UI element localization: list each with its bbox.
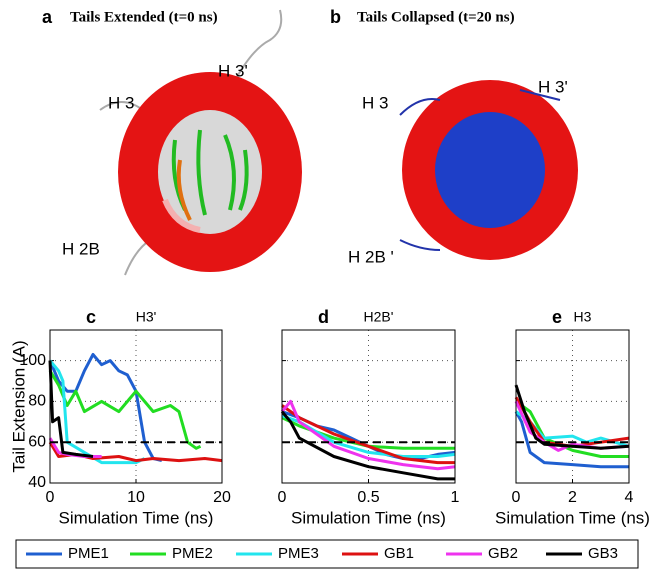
- y-tick-label: 80: [28, 393, 46, 410]
- tail-label: H 3': [218, 61, 248, 80]
- legend-box: [15, 539, 639, 569]
- legend-label: PME3: [278, 545, 319, 562]
- helices: [162, 198, 201, 233]
- tail-label: H 2B ': [348, 247, 394, 266]
- panel-b: b Tails Collapsed (t=20 ns) H 3 H 3' H 2…: [330, 7, 578, 266]
- line: [281, 404, 455, 465]
- line: [48, 359, 146, 465]
- helices: [176, 159, 192, 221]
- chart-title: H3: [574, 309, 592, 325]
- panel-title: Tails Extended (t=0 ns): [70, 9, 218, 25]
- panel-letter: b: [330, 7, 341, 27]
- x-tick-label: 1: [451, 489, 460, 506]
- panel-letter: a: [42, 7, 53, 27]
- x-tick-label: 10: [127, 489, 145, 506]
- line: [48, 370, 202, 450]
- line: [280, 399, 456, 471]
- legend-label: GB3: [588, 545, 618, 562]
- x-axis-label: Simulation Time (ns): [495, 508, 650, 527]
- line: [514, 384, 630, 450]
- plot-frame: [49, 329, 223, 484]
- panel-letter: e: [552, 307, 562, 327]
- tail-label: H 3': [538, 77, 568, 96]
- x-tick-label: 4: [625, 489, 634, 506]
- x-tick-label: 0: [278, 489, 287, 506]
- x-tick-label: 0: [512, 489, 521, 506]
- y-tick-label: 60: [28, 433, 46, 450]
- histone-core: [435, 112, 545, 228]
- line: [48, 353, 163, 463]
- line: [280, 410, 455, 481]
- legend-label: GB1: [384, 545, 414, 562]
- legend-label: PME2: [172, 545, 213, 562]
- line: [514, 410, 629, 469]
- tail-label: H 3: [108, 93, 134, 112]
- panel-letter: d: [318, 307, 329, 327]
- y-tick-label: 100: [19, 352, 46, 369]
- line: [48, 360, 94, 458]
- panel-letter: c: [86, 307, 96, 327]
- tail-label: H 3: [362, 93, 388, 112]
- x-axis-label: Simulation Time (ns): [59, 508, 214, 527]
- y-axis-label: Tail Extension (A): [9, 340, 28, 472]
- x-tick-label: 0: [46, 489, 55, 506]
- helices: [171, 129, 249, 216]
- plot-frame: [281, 329, 456, 484]
- legend-label: GB2: [488, 545, 518, 562]
- plot-frame: [515, 329, 630, 484]
- tails: [399, 89, 561, 251]
- chart-title: H3': [136, 309, 157, 325]
- x-tick-label: 20: [213, 489, 231, 506]
- x-tick-label: 0.5: [357, 489, 379, 506]
- panel-a: a Tails Extended (t=0 ns) H 3 H 3' H 2B: [42, 7, 302, 276]
- legend-label: PME1: [68, 545, 109, 562]
- chart-title: H2B': [364, 309, 394, 325]
- y-tick-label: 40: [28, 474, 46, 491]
- tail-label: H 2B: [62, 239, 100, 258]
- x-tick-label: 2: [568, 489, 577, 506]
- panel-title: Tails Collapsed (t=20 ns): [357, 9, 515, 25]
- x-axis-label: Simulation Time (ns): [291, 508, 446, 527]
